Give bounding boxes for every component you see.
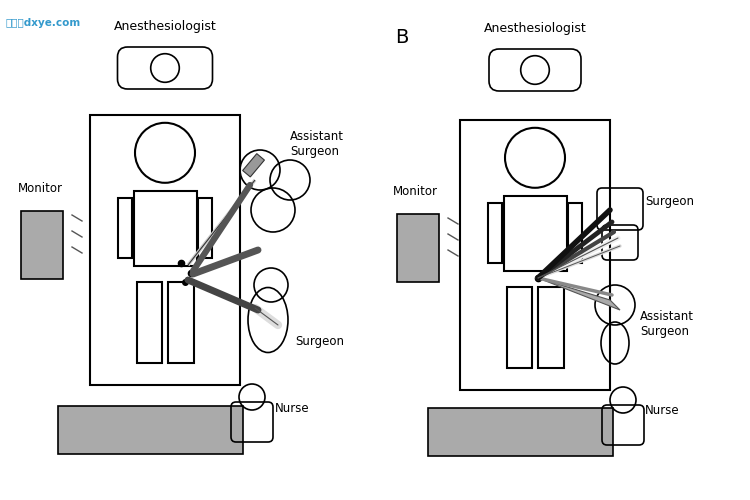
- Text: Surgeon: Surgeon: [645, 195, 694, 208]
- Bar: [397, 214, 439, 282]
- Bar: [538, 288, 563, 368]
- Bar: [460, 120, 610, 390]
- Bar: [503, 196, 566, 271]
- Bar: [506, 288, 532, 368]
- Text: Monitor: Monitor: [393, 185, 438, 198]
- Text: Anesthesiologist: Anesthesiologist: [114, 20, 216, 33]
- Text: Monitor: Monitor: [18, 182, 63, 195]
- Text: Assistant
Surgeon: Assistant Surgeon: [640, 310, 694, 338]
- Bar: [58, 406, 242, 454]
- Bar: [90, 115, 240, 385]
- Text: Nurse: Nurse: [275, 402, 310, 414]
- Text: Anesthesiologist: Anesthesiologist: [484, 22, 586, 35]
- Bar: [568, 203, 582, 262]
- Bar: [118, 198, 132, 258]
- Bar: [198, 198, 212, 258]
- Text: Surgeon: Surgeon: [295, 335, 344, 348]
- Bar: [427, 408, 613, 456]
- Polygon shape: [538, 278, 620, 310]
- FancyBboxPatch shape: [243, 154, 265, 177]
- Text: B: B: [395, 28, 408, 47]
- Text: Assistant
Surgeon: Assistant Surgeon: [290, 130, 344, 158]
- Bar: [136, 282, 162, 364]
- Bar: [21, 211, 63, 279]
- Bar: [168, 282, 194, 364]
- Bar: [134, 190, 196, 266]
- Text: 丁香叶dxye.com: 丁香叶dxye.com: [5, 18, 80, 28]
- Text: Nurse: Nurse: [645, 404, 680, 416]
- Bar: [488, 203, 502, 262]
